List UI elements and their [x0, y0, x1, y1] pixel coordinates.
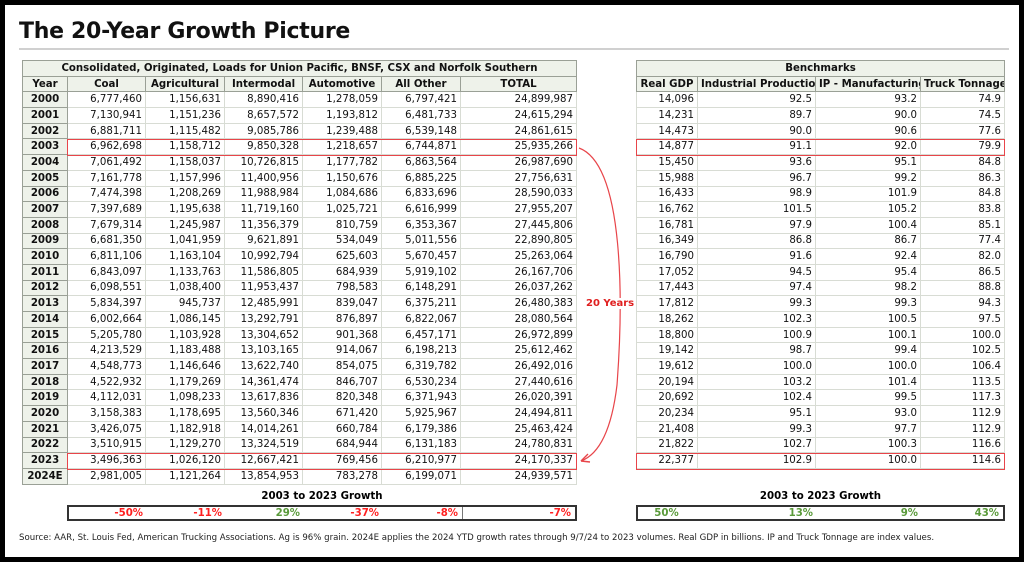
growth-value: -50%: [114, 508, 143, 519]
growth-value: 13%: [788, 508, 813, 519]
table-row: 2001 7,130,941 1,151,236 8,657,572 1,193,812…: [22, 107, 578, 124]
left-growth-row: -50% -11% 29% -37% -8% -7%: [67, 505, 577, 521]
table-row: 2019 4,112,031 1,098,233 13,617,836 820,348 6…: [22, 389, 578, 407]
table-row: 2009 6,681,350 1,041,959 9,621,891 534,049 5,…: [22, 232, 578, 250]
benchmarks-table: Benchmarks Real GDP Industrial Production…: [635, 60, 1006, 469]
table-row: 2018 4,522,932 1,179,269 14,361,474 846,707 6…: [22, 373, 578, 391]
column-header: Industrial Production: [697, 75, 816, 93]
year-cell: 2005: [22, 169, 68, 187]
slide: The 20-Year Growth Picture Consolidated,…: [5, 5, 1019, 557]
table-row: 17,443 97.4 98.2 88.8: [636, 279, 1006, 297]
column-header: Coal: [67, 75, 146, 93]
table-row: 2013 5,834,397 945,737 12,485,991 839,047 6,3…: [22, 295, 578, 312]
column-header: Intermodal: [224, 75, 303, 93]
carloads-table: Consolidated, Originated, Loads for Unio…: [21, 60, 578, 485]
column-header: IP - Manufacturing: [815, 75, 921, 93]
year-cell: 2003: [22, 138, 68, 156]
table-cell: 24,939,571: [459, 467, 578, 485]
page-title: The 20-Year Growth Picture: [19, 19, 350, 44]
table-row: 2004 7,061,492 1,158,037 10,726,815 1,177,78…: [22, 154, 578, 171]
table-cell: 13,854,953: [224, 467, 303, 485]
column-header: Truck Tonnage: [919, 75, 1006, 93]
table-row: 19,142 98.7 99.4 102.5: [636, 342, 1006, 360]
table-row: 2017 4,548,773 1,146,646 13,622,740 854,075 6…: [22, 358, 578, 375]
growth-value: 50%: [654, 508, 679, 519]
table-row: 15,450 93.6 95.1 84.8: [636, 154, 1006, 171]
table-row: 14,096 92.5 93.2 74.9: [636, 91, 1006, 109]
twenty-years-label: 20 Years: [585, 298, 636, 309]
twenty-year-arrow: [578, 147, 621, 463]
column-header: All Other: [381, 75, 461, 93]
year-cell: 2012: [22, 279, 68, 297]
table-row: 16,433 98.9 101.9 84.8: [636, 185, 1006, 203]
table-row: 2016 4,213,529 1,183,488 13,103,165 914,067 6…: [22, 342, 578, 360]
table-row: 16,790 91.6 92.4 82.0: [636, 248, 1006, 265]
table-row: 2022 3,510,915 1,129,270 13,324,519 684,944 6…: [22, 436, 578, 454]
year-cell: 2010: [22, 248, 68, 265]
table-row: 15,988 96.7 99.2 86.3: [636, 169, 1006, 187]
year-cell: 2016: [22, 342, 68, 360]
growth-value: 29%: [275, 508, 300, 519]
table-row: 20,692 102.4 99.5 117.3: [636, 389, 1006, 407]
growth-value: 9%: [900, 508, 918, 519]
right-growth-row: 50% 13% 9% 43%: [636, 505, 1005, 521]
column-header: Automotive: [302, 75, 382, 93]
table-row: 14,231 89.7 90.0 74.5: [636, 107, 1006, 124]
growth-value: 43%: [974, 508, 999, 519]
title-divider: [19, 48, 1009, 50]
column-header: Year: [22, 75, 68, 93]
year-cell: 2024E: [22, 467, 68, 485]
source-note: Source: AAR, St. Louis Fed, American Tru…: [19, 533, 935, 543]
table-row: 2006 7,474,398 1,208,269 11,988,984 1,084,68…: [22, 185, 578, 203]
table-row: 2012 6,098,551 1,038,400 11,953,437 798,583 6…: [22, 279, 578, 297]
year-cell: 2018: [22, 373, 68, 391]
year-cell: 2021: [22, 420, 68, 438]
column-header: Real GDP: [636, 75, 698, 93]
table-cell: 86.5: [919, 263, 1006, 281]
table-row: 18,262 102.3 100.5 97.5: [636, 311, 1006, 328]
table-row: 14,473 90.0 90.6 77.6: [636, 122, 1006, 140]
column-header: TOTAL: [459, 75, 578, 93]
table-row: 16,781 97.9 100.4 85.1: [636, 216, 1006, 234]
growth-value: -7%: [462, 507, 575, 519]
year-cell: 2006: [22, 185, 68, 203]
table-row: 2024E 2,981,005 1,121,264 13,854,953 783,278…: [22, 467, 578, 485]
year-cell: 2002: [22, 122, 68, 140]
table-cell: 2,981,005: [67, 467, 146, 485]
table-row: 2005 7,161,778 1,157,996 11,400,956 1,150,67…: [22, 169, 578, 187]
year-cell: 2015: [22, 326, 68, 344]
column-header: Agricultural: [145, 75, 225, 93]
growth-value: -37%: [350, 508, 379, 519]
table-row: 2015 5,205,780 1,103,928 13,304,652 901,368 6…: [22, 326, 578, 344]
year-cell: 2013: [22, 295, 68, 312]
growth-value: -8%: [436, 508, 458, 519]
table-row: 2002 6,881,711 1,115,482 9,085,786 1,239,488…: [22, 122, 578, 140]
carloads-group-header: Consolidated, Originated, Loads for Unio…: [21, 60, 578, 77]
year-cell: 2014: [22, 311, 68, 328]
growth-value: -11%: [193, 508, 222, 519]
right-growth-label: 2003 to 2023 Growth: [759, 491, 882, 502]
table-row: 18,800 100.9 100.1 100.0: [636, 326, 1006, 344]
table-row: 2020 3,158,383 1,178,695 13,560,346 671,420 5…: [22, 405, 578, 422]
left-growth-label: 2003 to 2023 Growth: [261, 491, 383, 502]
